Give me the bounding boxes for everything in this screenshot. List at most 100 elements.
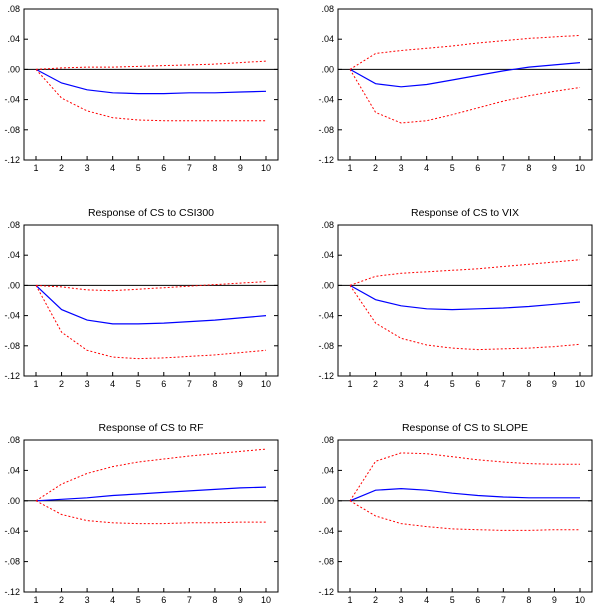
chart-panel-4: .08 .04 .00 -.04 -.08 -.12 1 2 3 4 5 6 7 8 9 10 Response…: [318, 207, 593, 389]
x-tick-label: 2: [373, 595, 378, 605]
x-tick-label: 4: [424, 595, 429, 605]
y-tick-label: -.04: [318, 95, 334, 105]
response-line: [35, 486, 267, 502]
plot-frame: [23, 8, 279, 161]
x-tick-label: 10: [575, 379, 585, 389]
x-tick-label: 1: [33, 163, 38, 173]
x-tick-label: 7: [501, 163, 506, 173]
y-tick-label: -.08: [318, 341, 334, 351]
y-tick-label: .00: [7, 64, 20, 74]
x-tick-label: 1: [347, 595, 352, 605]
plot-frame: [337, 439, 593, 593]
y-tick-label: .08: [321, 435, 334, 445]
x-tick-label: 10: [575, 163, 585, 173]
x-tick-label: 1: [33, 379, 38, 389]
y-tick-label: -.04: [4, 311, 20, 321]
x-tick-label: 3: [399, 379, 404, 389]
upper-band-line: [35, 60, 267, 70]
lower-band-line: [35, 500, 266, 525]
x-tick-label: 6: [161, 379, 166, 389]
y-tick-label: -.12: [4, 587, 20, 597]
y-tick-label: -.12: [318, 155, 334, 165]
x-tick-label: 5: [450, 595, 455, 605]
x-tick-label: 2: [373, 163, 378, 173]
upper-band-line: [349, 259, 581, 286]
plot-frame: [23, 439, 279, 593]
y-tick-label: -.12: [318, 587, 334, 597]
x-tick-label: 9: [552, 379, 557, 389]
x-tick-label: 8: [212, 595, 217, 605]
x-tick-label: 6: [161, 163, 166, 173]
y-tick-label: -.04: [4, 95, 20, 105]
x-tick-label: 8: [212, 163, 217, 173]
x-tick-label: 1: [347, 379, 352, 389]
lower-band-line: [349, 69, 581, 124]
y-tick-label: -.12: [318, 371, 334, 381]
x-tick-label: 5: [450, 163, 455, 173]
response-line: [349, 284, 581, 311]
upper-band-line: [349, 452, 580, 502]
y-tick-label: -.08: [4, 125, 20, 135]
chart-panel-3: .08 .04 .00 -.04 -.08 -.12 1 2 3 4 5 6 7 8 9 10 Response…: [4, 207, 279, 389]
chart-panel-5: .08 .04 .00 -.04 -.08 -.12 1 2 3 4 5 6 7 8 9 10 Response…: [4, 422, 279, 605]
x-tick-label: 9: [238, 595, 243, 605]
upper-band-line: [35, 448, 267, 502]
response-line: [349, 487, 580, 502]
y-tick-label: .00: [7, 280, 20, 290]
x-tick-label: 1: [33, 595, 38, 605]
x-tick-label: 1: [347, 163, 352, 173]
y-tick-label: .08: [7, 220, 20, 230]
y-tick-label: .00: [321, 496, 334, 506]
upper-band-line: [35, 281, 267, 292]
x-tick-label: 6: [161, 595, 166, 605]
x-tick-label: 3: [399, 163, 404, 173]
x-tick-label: 10: [575, 595, 585, 605]
x-tick-label: 9: [552, 595, 557, 605]
x-tick-label: 4: [424, 379, 429, 389]
y-tick-label: .00: [7, 496, 20, 506]
x-tick-label: 5: [450, 379, 455, 389]
response-line: [35, 68, 267, 95]
chart-title: Response of CS to SLOPE: [402, 422, 528, 434]
x-tick-label: 8: [526, 379, 531, 389]
y-tick-label: .04: [7, 250, 20, 260]
x-tick-label: 2: [59, 163, 64, 173]
y-tick-label: -.08: [318, 557, 334, 567]
x-tick-label: 5: [136, 379, 141, 389]
y-tick-label: .04: [7, 34, 20, 44]
x-tick-label: 10: [261, 379, 271, 389]
x-tick-label: 3: [399, 595, 404, 605]
x-tick-label: 3: [85, 163, 90, 173]
x-tick-label: 4: [110, 379, 115, 389]
y-tick-label: -.08: [318, 125, 334, 135]
x-tick-label: 8: [526, 595, 531, 605]
chart-panel-2: .08 .04 .00 -.04 -.08 -.12 1 2 3 4 5 6 7 8 9 10: [318, 4, 593, 173]
y-tick-label: -.04: [4, 526, 20, 536]
y-tick-label: .04: [321, 34, 334, 44]
x-tick-label: 9: [238, 163, 243, 173]
y-tick-label: -.04: [318, 526, 334, 536]
x-tick-label: 2: [59, 595, 64, 605]
x-tick-label: 3: [85, 379, 90, 389]
y-tick-label: -.08: [4, 341, 20, 351]
x-tick-label: 5: [136, 595, 141, 605]
plot-frame: [337, 224, 593, 377]
x-tick-label: 10: [261, 163, 271, 173]
x-tick-label: 9: [238, 379, 243, 389]
response-line: [35, 284, 267, 325]
x-tick-label: 8: [212, 379, 217, 389]
x-tick-label: 2: [59, 379, 64, 389]
lower-band-line: [349, 285, 581, 351]
x-tick-label: 7: [501, 595, 506, 605]
y-tick-label: -.12: [4, 371, 20, 381]
y-tick-label: .08: [7, 4, 20, 14]
chart-panel-1: .08 .04 .00 -.04 -.08 -.12 1 2 3 4 5 6 7 8 9 10: [4, 4, 279, 173]
x-tick-label: 4: [110, 595, 115, 605]
y-tick-label: .00: [321, 64, 334, 74]
lower-band-line: [35, 285, 267, 360]
y-tick-label: .04: [7, 465, 20, 475]
y-tick-label: .08: [321, 4, 334, 14]
chart-title: Response of CS to RF: [98, 422, 203, 434]
x-tick-label: 4: [424, 163, 429, 173]
